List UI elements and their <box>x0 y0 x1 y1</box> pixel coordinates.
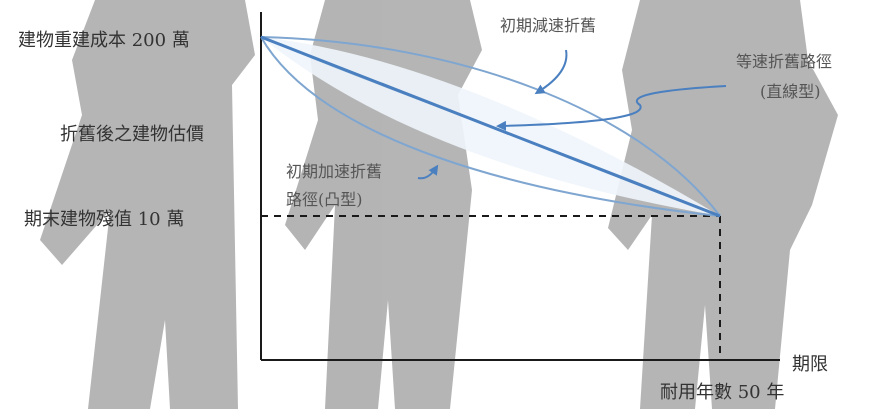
decelerated-annotation: 初期減速折舊 <box>500 16 597 35</box>
rebuild-cost-label: 建物重建成本 200 萬 <box>18 30 190 51</box>
residual-value-label: 期末建物殘值 10 萬 <box>24 209 185 230</box>
silhouette-right-icon <box>608 0 838 409</box>
x-axis-label: 期限 <box>792 354 828 375</box>
accelerated-arrow-icon <box>417 164 439 180</box>
straight-line-arrow-icon <box>496 85 727 131</box>
straight-line-annotation: 等速折舊路徑 <box>736 52 833 71</box>
accelerated-annotation: 初期加速折舊 <box>286 162 383 181</box>
depreciated-value-label: 折舊後之建物估價 <box>60 124 204 145</box>
accelerated-depreciation-path-outer <box>260 36 721 217</box>
straight-line-depreciation-path <box>260 35 721 218</box>
straight-line-type-annotation: (直線型) <box>760 82 821 101</box>
useful-life-label: 耐用年數 50 年 <box>660 382 785 403</box>
silhouette-left-icon <box>40 0 255 409</box>
accelerated-type-annotation: 路徑(凸型) <box>286 190 363 209</box>
decelerated-arrow-icon <box>534 49 568 95</box>
